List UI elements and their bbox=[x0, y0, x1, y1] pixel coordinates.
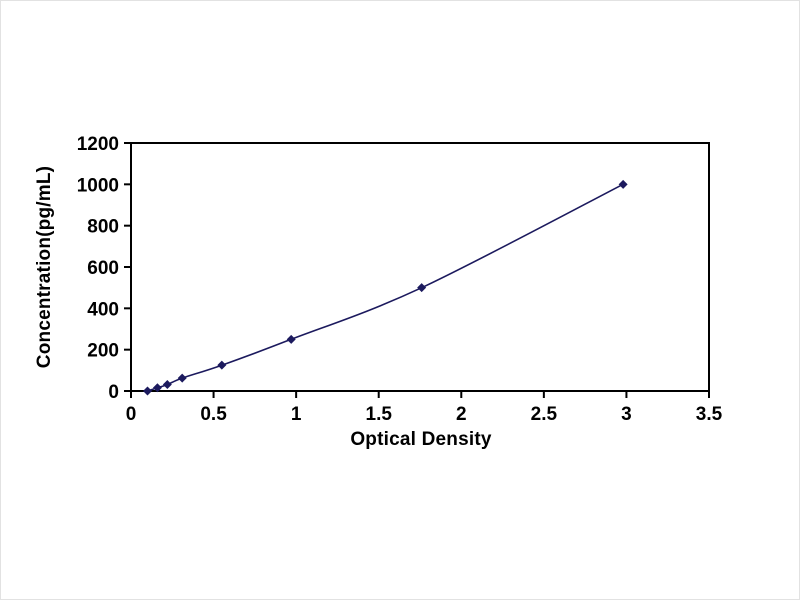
x-axis-label: Optical Density bbox=[350, 429, 492, 450]
y-tick-label: 1200 bbox=[77, 134, 119, 155]
y-tick-label: 200 bbox=[87, 341, 119, 362]
data-point-marker bbox=[217, 360, 227, 370]
x-axis: 0 0.5 1 1.5 2 2.5 3 3.5 bbox=[126, 391, 723, 425]
x-tick-label: 3 bbox=[621, 404, 632, 425]
plot-frame bbox=[130, 142, 710, 392]
data-point-marker bbox=[618, 179, 628, 189]
y-tick-label: 800 bbox=[87, 217, 119, 238]
data-point-markers bbox=[143, 179, 628, 396]
y-axis: 0 200 400 600 800 1000 1200 bbox=[77, 134, 131, 403]
x-tick-label: 2 bbox=[456, 404, 467, 425]
data-point-marker bbox=[162, 380, 172, 390]
data-point-marker bbox=[143, 386, 153, 396]
data-point-marker bbox=[286, 334, 296, 344]
y-tick-label: 1000 bbox=[77, 175, 119, 196]
x-tick-label: 2.5 bbox=[531, 404, 558, 425]
data-point-marker bbox=[417, 283, 427, 293]
x-tick-label: 0 bbox=[126, 404, 137, 425]
y-tick-label: 600 bbox=[87, 258, 119, 279]
x-tick-label: 1 bbox=[291, 404, 302, 425]
x-tick-label: 3.5 bbox=[696, 404, 723, 425]
y-tick-label: 0 bbox=[108, 382, 119, 403]
data-point-marker bbox=[177, 373, 187, 383]
y-tick-label: 400 bbox=[87, 299, 119, 320]
y-axis-label: Concentration(pg/mL) bbox=[34, 165, 55, 369]
x-tick-label: 1.5 bbox=[366, 404, 393, 425]
x-tick-label: 0.5 bbox=[200, 404, 227, 425]
data-point-marker bbox=[152, 383, 162, 393]
